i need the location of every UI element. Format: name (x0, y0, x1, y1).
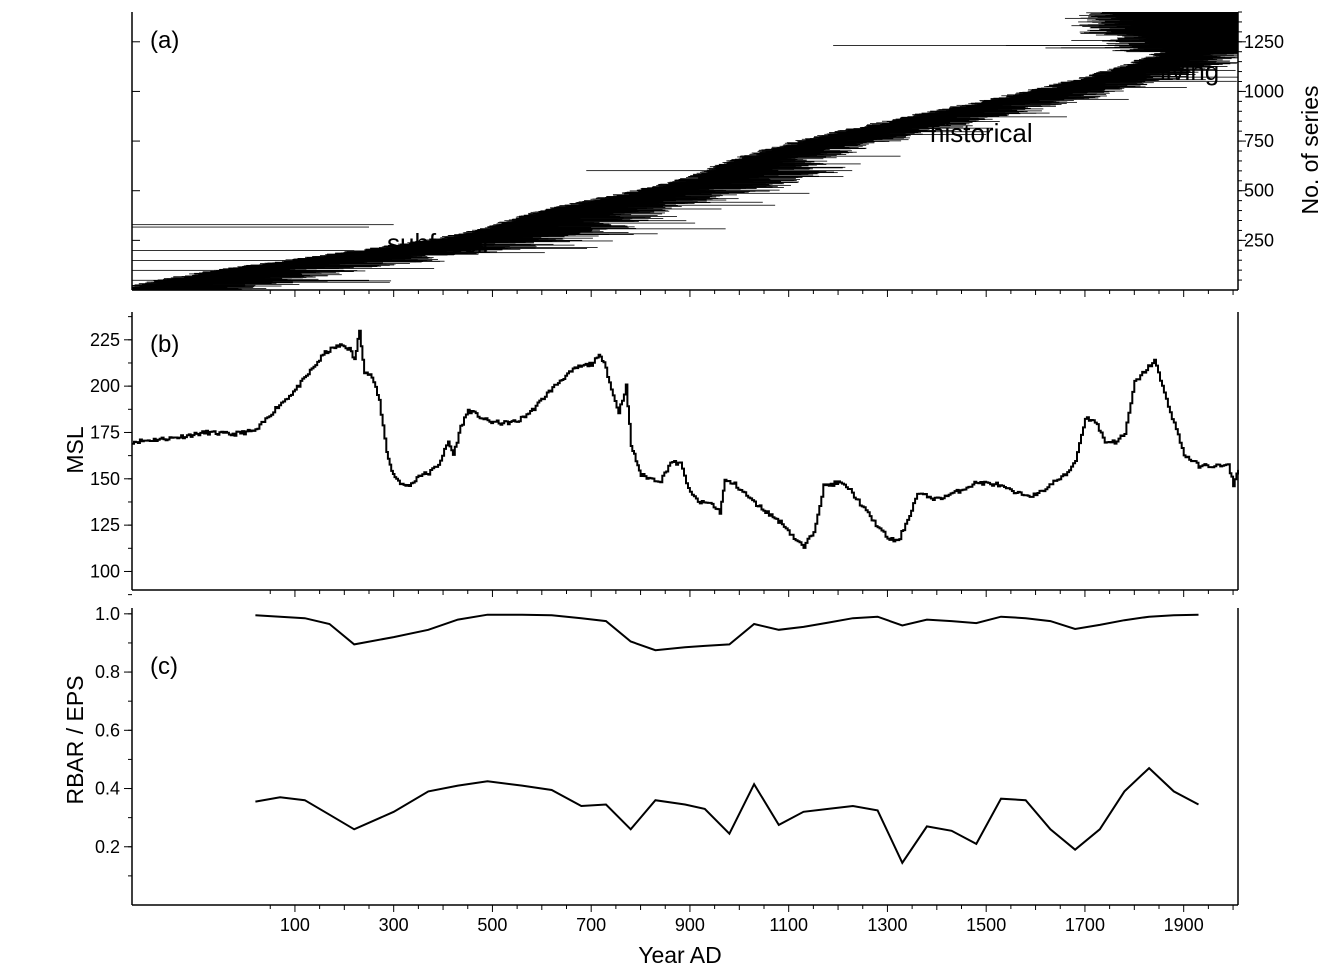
series-bar (1102, 12, 1238, 13)
y-axis-title-c: RBAR / EPS (62, 675, 88, 804)
series-bar (921, 112, 1050, 114)
rbar-line (255, 766, 1199, 865)
y-tick-label: 500 (1244, 181, 1274, 201)
x-tick-label: 900 (675, 915, 705, 935)
y-tick-label: 0.6 (95, 720, 120, 740)
series-bar (132, 250, 355, 251)
series-bar (132, 269, 345, 271)
series-bar (1057, 87, 1187, 88)
y-tick-label: 200 (90, 376, 120, 396)
y-tick-label: 1000 (1244, 81, 1284, 101)
panel-c-axes: 100 300 500 700 900 1100 1300 1500 1700 1900 0.2 0.… (95, 604, 1239, 935)
panel-a-axes: 250 500 750 1000 1250 (131, 11, 1284, 297)
msl-line (132, 329, 1239, 549)
y-tick-label: 150 (90, 469, 120, 489)
panel-b-msl: 100 125 150 175 200 225 (b) MSL (62, 312, 1239, 597)
panel-label-a: (a) (150, 27, 179, 54)
series-bar (923, 113, 1010, 115)
x-tick-label: 500 (477, 915, 507, 935)
series-bar (833, 45, 1199, 46)
x-tick-label: 1700 (1065, 915, 1105, 935)
panel-a-series-histogram: 250 500 750 1000 1250 (a) subfossil historic… (131, 11, 1323, 297)
y-tick-label: 0.4 (95, 779, 120, 799)
panel-c-rbar-eps: 100 300 500 700 900 1100 1300 1500 1700 1900 0.2 0.… (62, 604, 1239, 967)
series-bar (132, 224, 394, 226)
annotation-subfossil: subfossil (387, 228, 488, 258)
y-tick-label: 750 (1244, 131, 1274, 151)
series-bar (644, 190, 770, 192)
x-tick-label: 100 (280, 915, 310, 935)
eps-line (255, 613, 1199, 652)
series-bar (586, 170, 720, 172)
panel-b-axes: 100 125 150 175 200 225 (90, 312, 1239, 597)
series-bar (739, 155, 901, 157)
series-bar (949, 110, 1042, 112)
y-tick-label: 175 (90, 422, 120, 442)
series-bar (517, 218, 664, 219)
series-bar (711, 170, 853, 172)
series-bar (856, 129, 953, 131)
series-bar (152, 284, 300, 285)
series-bar (567, 204, 776, 206)
annotation-historical: historical (930, 118, 1033, 148)
series-bar (502, 222, 696, 224)
y-tick-label: 250 (1244, 230, 1274, 250)
x-tick-label: 1100 (769, 915, 808, 935)
series-bar (636, 189, 780, 191)
y-tick-label: 225 (90, 330, 120, 350)
y-axis-title-b: MSL (62, 426, 88, 474)
x-tick-label: 1500 (966, 915, 1006, 935)
series-bars (132, 12, 1238, 291)
panel-label-b: (b) (150, 331, 179, 358)
x-tick-label: 1300 (867, 915, 907, 935)
x-tick-label: 700 (576, 915, 606, 935)
series-bar (132, 260, 374, 261)
series-bar (132, 279, 369, 281)
y-tick-label: 1.0 (95, 604, 120, 624)
x-tick-label: 1900 (1164, 915, 1204, 935)
x-axis-title: Year AD (638, 942, 722, 967)
panel-label-c: (c) (150, 653, 178, 680)
series-bar (132, 226, 369, 228)
series-bar (1097, 76, 1238, 78)
y-tick-label: 125 (90, 515, 120, 535)
series-bar (379, 248, 521, 250)
y-tick-label: 100 (90, 561, 120, 581)
series-bar (864, 127, 993, 129)
y-tick-label: 0.2 (95, 837, 120, 857)
annotation-living: living (1160, 56, 1219, 86)
x-tick-label: 300 (379, 915, 409, 935)
y-tick-label: 0.8 (95, 662, 120, 682)
y-axis-title-a: No. of series (1297, 85, 1323, 214)
y-tick-label: 1250 (1244, 32, 1284, 52)
